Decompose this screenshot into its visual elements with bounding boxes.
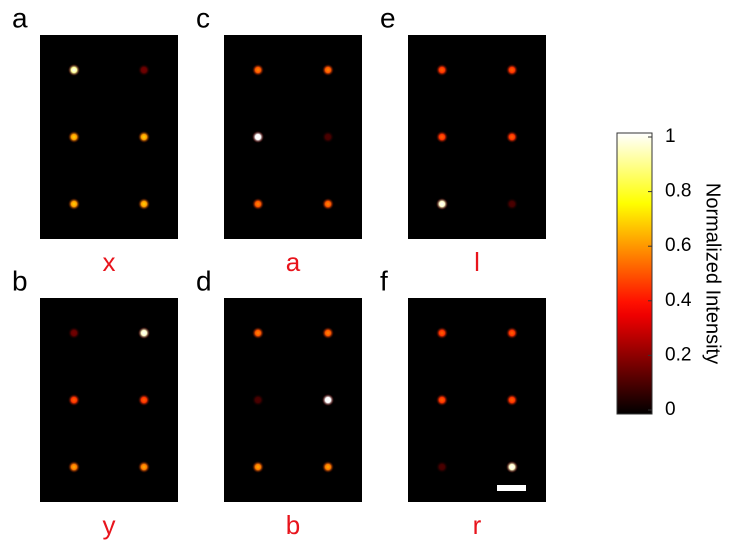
spot (322, 461, 334, 473)
spot (68, 394, 80, 406)
panel-letter: b (12, 265, 28, 296)
colorbar-tick-label: 0.4 (665, 290, 692, 311)
spot (138, 131, 150, 143)
spot (252, 198, 264, 210)
spot (506, 64, 518, 76)
spot (252, 131, 264, 143)
image-panel (40, 298, 178, 502)
image-panel (408, 298, 546, 502)
spot (138, 198, 150, 210)
spot (436, 64, 448, 76)
spot (138, 327, 150, 339)
image-panel (40, 35, 178, 239)
image-panel (224, 298, 362, 502)
colorbar-tick-label: 0.6 (665, 235, 691, 256)
spot (506, 461, 518, 473)
spot (138, 394, 150, 406)
spot (252, 461, 264, 473)
spot (506, 131, 518, 143)
panel-letter: a (12, 2, 28, 33)
spot (436, 461, 448, 473)
spot (252, 327, 264, 339)
colorbar-tick-label: 0.8 (665, 181, 691, 202)
spot (68, 131, 80, 143)
spot (138, 64, 150, 76)
spot (68, 327, 80, 339)
panel-caption: l (474, 247, 480, 277)
colorbar-tick-label: 0.2 (665, 344, 691, 365)
spot (252, 64, 264, 76)
spot (436, 394, 448, 406)
spot (138, 461, 150, 473)
image-panel (408, 35, 546, 239)
spot (436, 198, 448, 210)
spot (436, 327, 448, 339)
panel-caption: a (286, 247, 301, 277)
spot (322, 198, 334, 210)
spot (506, 327, 518, 339)
spot (322, 64, 334, 76)
panel-letter: c (196, 2, 210, 33)
panel-caption: y (103, 510, 116, 540)
colorbar (617, 133, 652, 414)
panel-caption: x (103, 247, 116, 277)
spot (436, 131, 448, 143)
spot (68, 198, 80, 210)
spot (322, 327, 334, 339)
panel-letter: f (380, 265, 388, 296)
spot (506, 394, 518, 406)
panel-letter: e (380, 2, 396, 33)
spot (68, 64, 80, 76)
spot (322, 394, 334, 406)
colorbar-tick-label: 1 (665, 126, 676, 147)
scale-bar (497, 485, 526, 491)
colorbar-tick-label: 0 (665, 399, 676, 420)
spot (252, 394, 264, 406)
figure: a x b y c a d b e l f r 0 0.2 0.4 0.6 0.8 1 Normalized Int… (0, 0, 734, 550)
spot (322, 131, 334, 143)
spot (68, 461, 80, 473)
panel-caption: b (286, 510, 300, 540)
colorbar-label: Normalized Intensity (702, 183, 724, 364)
spot (506, 198, 518, 210)
image-panel (224, 35, 362, 239)
panel-letter: d (196, 265, 212, 296)
panel-caption: r (473, 510, 482, 540)
